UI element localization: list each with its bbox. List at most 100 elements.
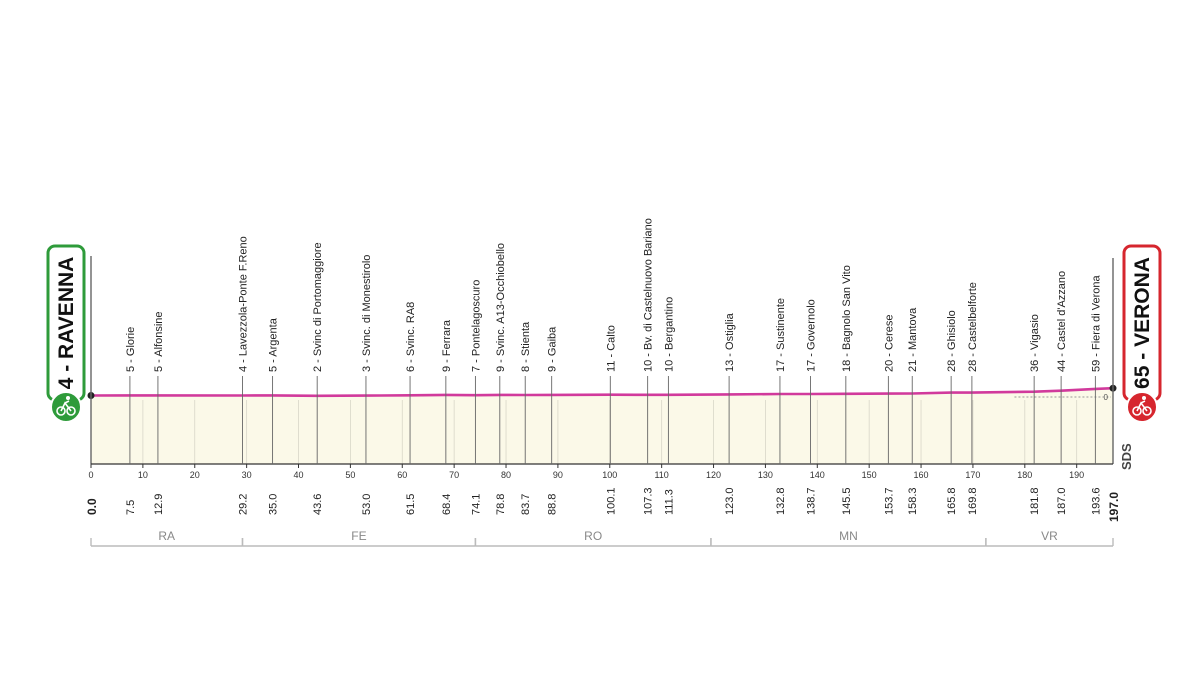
x-tick-label: 150 (862, 470, 877, 480)
waypoint-km: 7.5 (125, 500, 137, 515)
waypoint-name: 4 - Lavezzola-Ponte F.Reno (237, 236, 249, 372)
brand-label: SDS (1119, 443, 1134, 470)
x-tick-label: 120 (706, 470, 721, 480)
x-tick-label: 40 (294, 470, 304, 480)
cyclist-frame (1136, 400, 1148, 412)
region-label: RA (158, 529, 175, 543)
waypoint-km: 111.3 (663, 489, 675, 515)
waypoint-name: 28 - Castelbelforte (967, 282, 979, 372)
waypoint-name: 9 - Svinc. A13-Occhiobello (495, 243, 507, 372)
waypoint-km: 132.8 (775, 487, 787, 515)
waypoint-name: 20 - Cerese (883, 315, 895, 372)
waypoint-km: 107.3 (643, 487, 655, 515)
waypoint-name: 5 - Argenta (268, 317, 280, 372)
finish-label: 65 - VERONA (1131, 257, 1154, 389)
x-tick-label: 60 (397, 470, 407, 480)
x-tick-label: 50 (345, 470, 355, 480)
waypoint-km: 169.8 (967, 487, 979, 515)
waypoint-km: 35.0 (268, 494, 280, 515)
x-tick-label: 170 (965, 470, 980, 480)
end-altitude-label: 0 (1104, 393, 1109, 402)
waypoint-km: 145.5 (841, 487, 853, 515)
waypoint-name: 17 - Governolo (806, 299, 818, 372)
waypoint-km: 74.1 (470, 494, 482, 515)
region-label: FE (351, 529, 366, 543)
waypoint-name: 8 - Stienta (520, 321, 532, 372)
start-badge: 4 - RAVENNA (46, 244, 86, 423)
cyclist-wheel (66, 406, 76, 416)
start-km-label: 0.0 (85, 498, 99, 515)
cyclist-frame (60, 400, 72, 412)
waypoint-km: 61.5 (405, 494, 417, 515)
x-tick-label: 70 (449, 470, 459, 480)
cyclist-wheel (1132, 406, 1142, 416)
x-tick-label: 190 (1069, 470, 1084, 480)
waypoint-km: 123.0 (724, 487, 736, 515)
x-tick-label: 90 (553, 470, 563, 480)
x-tick-label: 100 (602, 470, 617, 480)
waypoint-km: 158.3 (907, 487, 919, 515)
waypoint-name: 11 - Calto (605, 325, 617, 372)
waypoint-km: 53.0 (361, 494, 373, 515)
x-tick-label: 130 (758, 470, 773, 480)
cyclist-wheel (1142, 406, 1152, 416)
cyclist-icon-bg (1126, 391, 1158, 423)
region-label: VR (1041, 529, 1058, 543)
cyclist-icon (50, 391, 82, 423)
waypoint-name: 59 - Fiera di Verona (1090, 275, 1102, 372)
waypoint-name: 7 - Pontelagoscuro (470, 280, 482, 372)
cyclist-head (1142, 396, 1146, 400)
waypoint-name: 2 - Svinc di Portomaggiore (312, 242, 324, 372)
cyclist-wheel (56, 406, 66, 416)
waypoint-km: 43.6 (312, 494, 324, 515)
region-label: RO (584, 529, 602, 543)
waypoint-km: 29.2 (237, 494, 249, 515)
waypoint-km: 165.8 (946, 487, 958, 515)
finish-badge: 65 - VERONA (1122, 244, 1162, 423)
region-label: MN (839, 529, 858, 543)
waypoint-name: 9 - Gaiba (547, 326, 559, 372)
waypoint-km: 78.8 (495, 494, 507, 515)
waypoint-name: 5 - Alfonsine (153, 311, 165, 372)
x-tick-label: 80 (501, 470, 511, 480)
waypoint-km: 12.9 (153, 494, 165, 515)
waypoint-name: 18 - Bagnolo San Vito (841, 265, 853, 372)
waypoint-km: 83.7 (520, 494, 532, 515)
waypoint-km: 138.7 (806, 487, 818, 515)
waypoint-km: 181.8 (1029, 487, 1041, 515)
x-tick-label: 140 (810, 470, 825, 480)
waypoint-name: 21 - Mantova (907, 307, 919, 372)
waypoint-name: 17 - Sustinente (775, 298, 787, 372)
x-tick-label: 160 (914, 470, 929, 480)
waypoint-km: 100.1 (605, 487, 617, 515)
profile-area (91, 388, 1113, 464)
waypoint-name: 10 - Bergantino (663, 297, 675, 372)
waypoint-name: 28 - Ghisiolo (946, 310, 958, 372)
x-tick-label: 110 (654, 470, 668, 480)
waypoint-km: 193.6 (1090, 487, 1102, 515)
waypoint-name: 3 - Svinc. di Monestirolo (361, 255, 373, 372)
start-label: 4 - RAVENNA (55, 257, 78, 390)
waypoint-km: 187.0 (1056, 487, 1068, 515)
cyclist-head (66, 396, 70, 400)
waypoint-name: 44 - Castel d'Azzano (1056, 271, 1068, 372)
x-tick-label: 180 (1017, 470, 1032, 480)
x-tick-label: 10 (138, 470, 148, 480)
waypoint-km: 153.7 (883, 487, 895, 515)
waypoint-km: 88.8 (547, 494, 559, 515)
x-tick-label: 0 (88, 470, 93, 480)
waypoint-km: 68.4 (441, 494, 453, 515)
finish-km-label: 197.0 (1107, 492, 1121, 522)
cyclist-icon-bg (50, 391, 82, 423)
x-tick-label: 20 (190, 470, 200, 480)
waypoint-name: 6 - Svinc. RA8 (405, 302, 417, 372)
waypoint-name: 13 - Ostiglia (724, 312, 736, 372)
x-tick-label: 30 (242, 470, 252, 480)
waypoint-name: 10 - Bv. di Castelnuovo Bariano (643, 218, 655, 372)
waypoint-name: 9 - Ferrara (441, 319, 453, 372)
profile-line (90, 386, 1114, 398)
waypoint-name: 5 - Glorie (125, 327, 137, 372)
waypoint-name: 36 - Vigasio (1029, 314, 1041, 372)
